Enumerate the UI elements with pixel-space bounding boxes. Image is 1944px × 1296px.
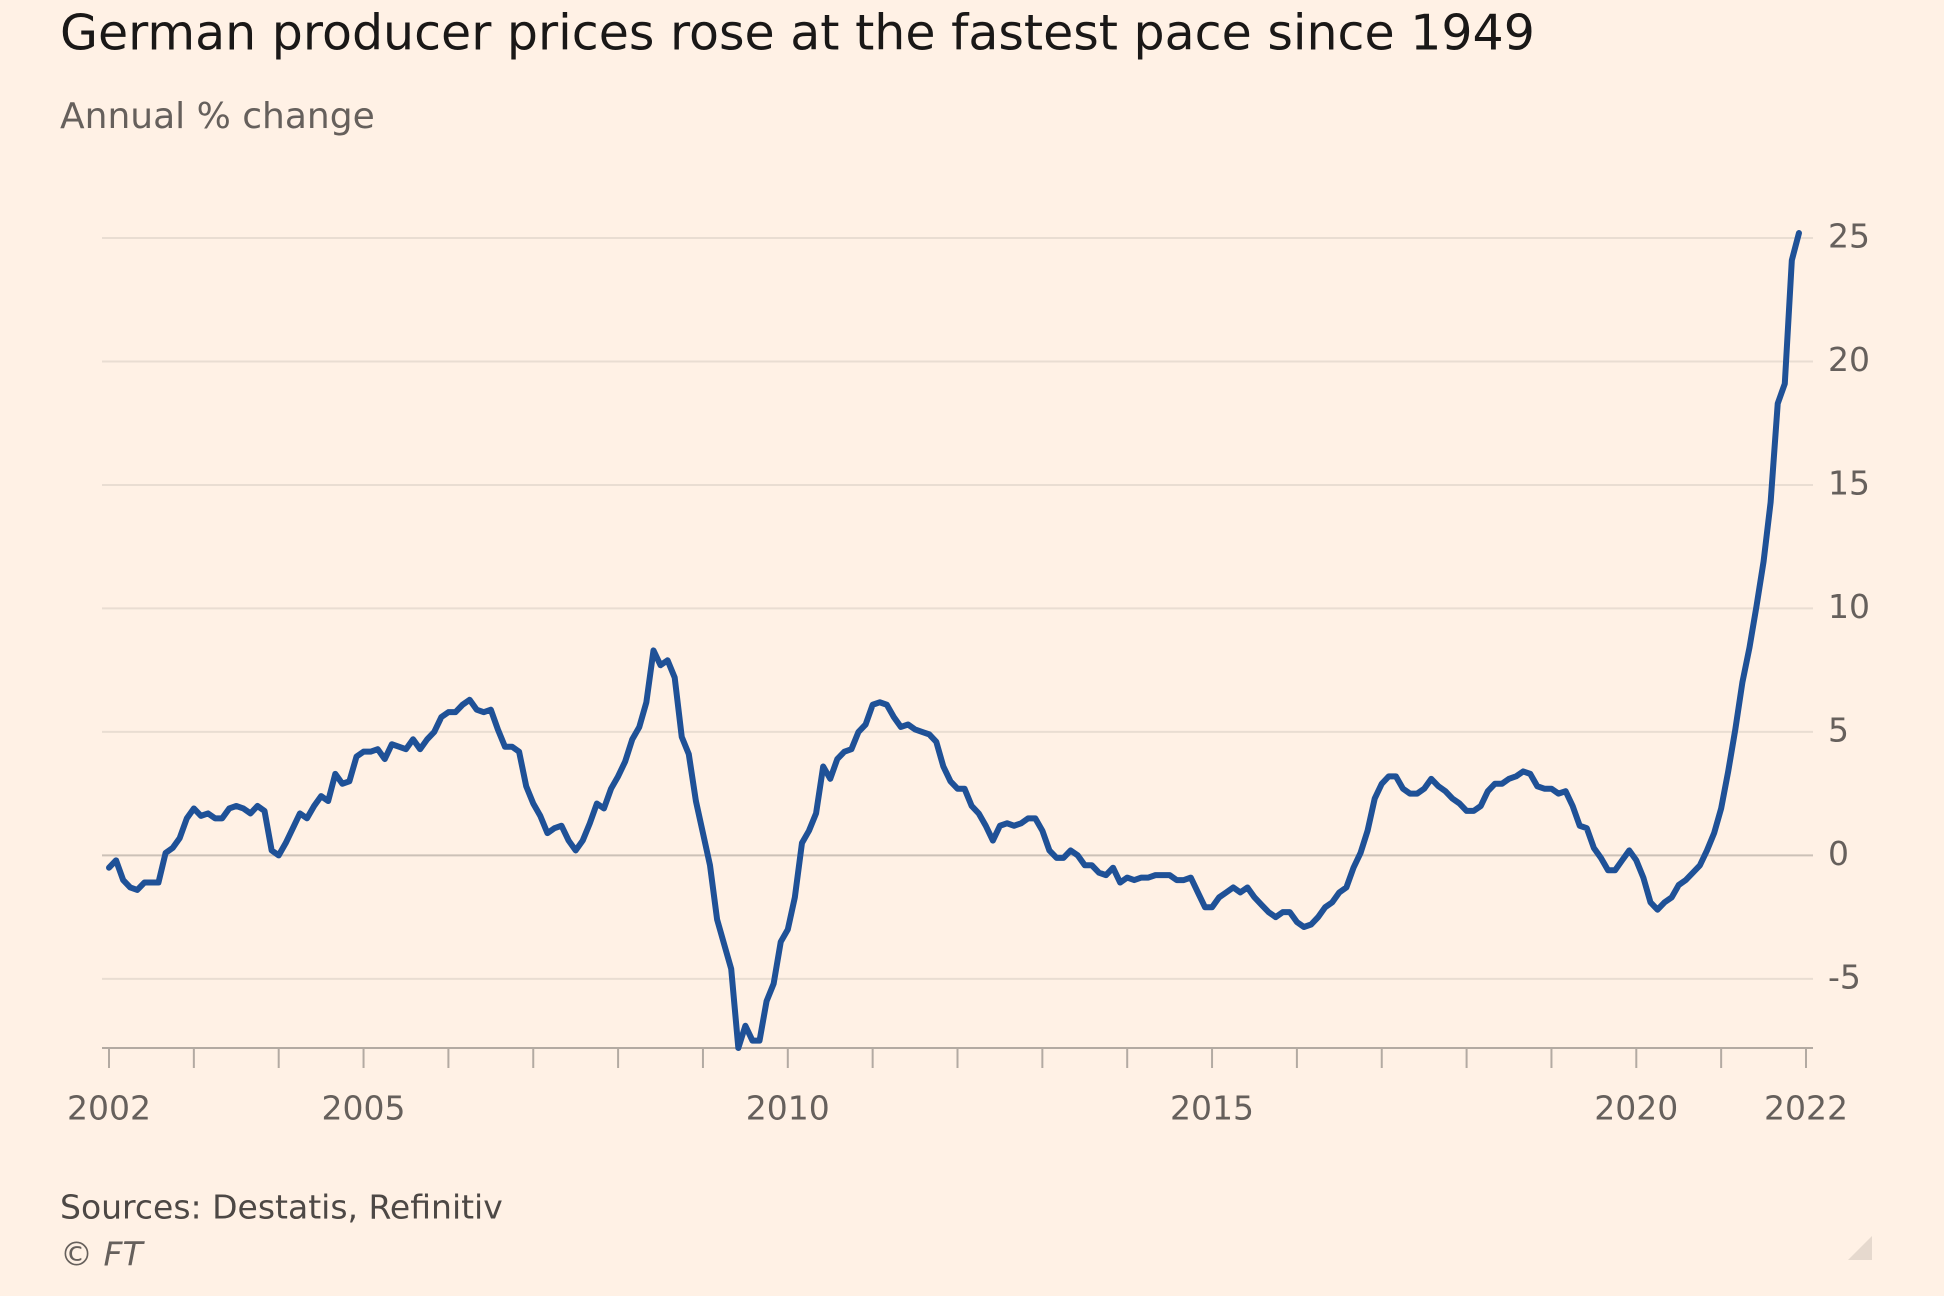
line xyxy=(106,230,1802,1051)
chart-subtitle: Annual % change xyxy=(60,96,375,137)
y-tick-label: 10 xyxy=(1828,587,1870,626)
copyright: © FT xyxy=(60,1235,145,1274)
x-tick-label: 2022 xyxy=(1764,1089,1848,1128)
chart-title: German producer prices rose at the faste… xyxy=(60,5,1535,62)
x-tick-label: 2005 xyxy=(322,1089,406,1128)
x-tick-label: 2015 xyxy=(1170,1089,1254,1128)
corner-mark xyxy=(1848,1236,1872,1260)
y-tick-label: 5 xyxy=(1828,710,1849,749)
y-tick-label: 15 xyxy=(1828,463,1870,502)
x-tick-label: 2010 xyxy=(746,1089,830,1128)
y-tick-label: -5 xyxy=(1828,957,1861,996)
plot-area: -5 0 5 10 15 20 25 2002 2005 2010 2015 2020 2022 xyxy=(67,217,1870,1128)
x-tick-label: 2020 xyxy=(1594,1089,1678,1128)
source: Sources: Destatis, Refinitiv xyxy=(60,1188,503,1227)
y-tick-label: 20 xyxy=(1828,340,1870,379)
x-tick-label: 2002 xyxy=(67,1089,151,1128)
y-tick-label: 25 xyxy=(1828,217,1870,256)
y-tick-label: 0 xyxy=(1828,834,1849,873)
